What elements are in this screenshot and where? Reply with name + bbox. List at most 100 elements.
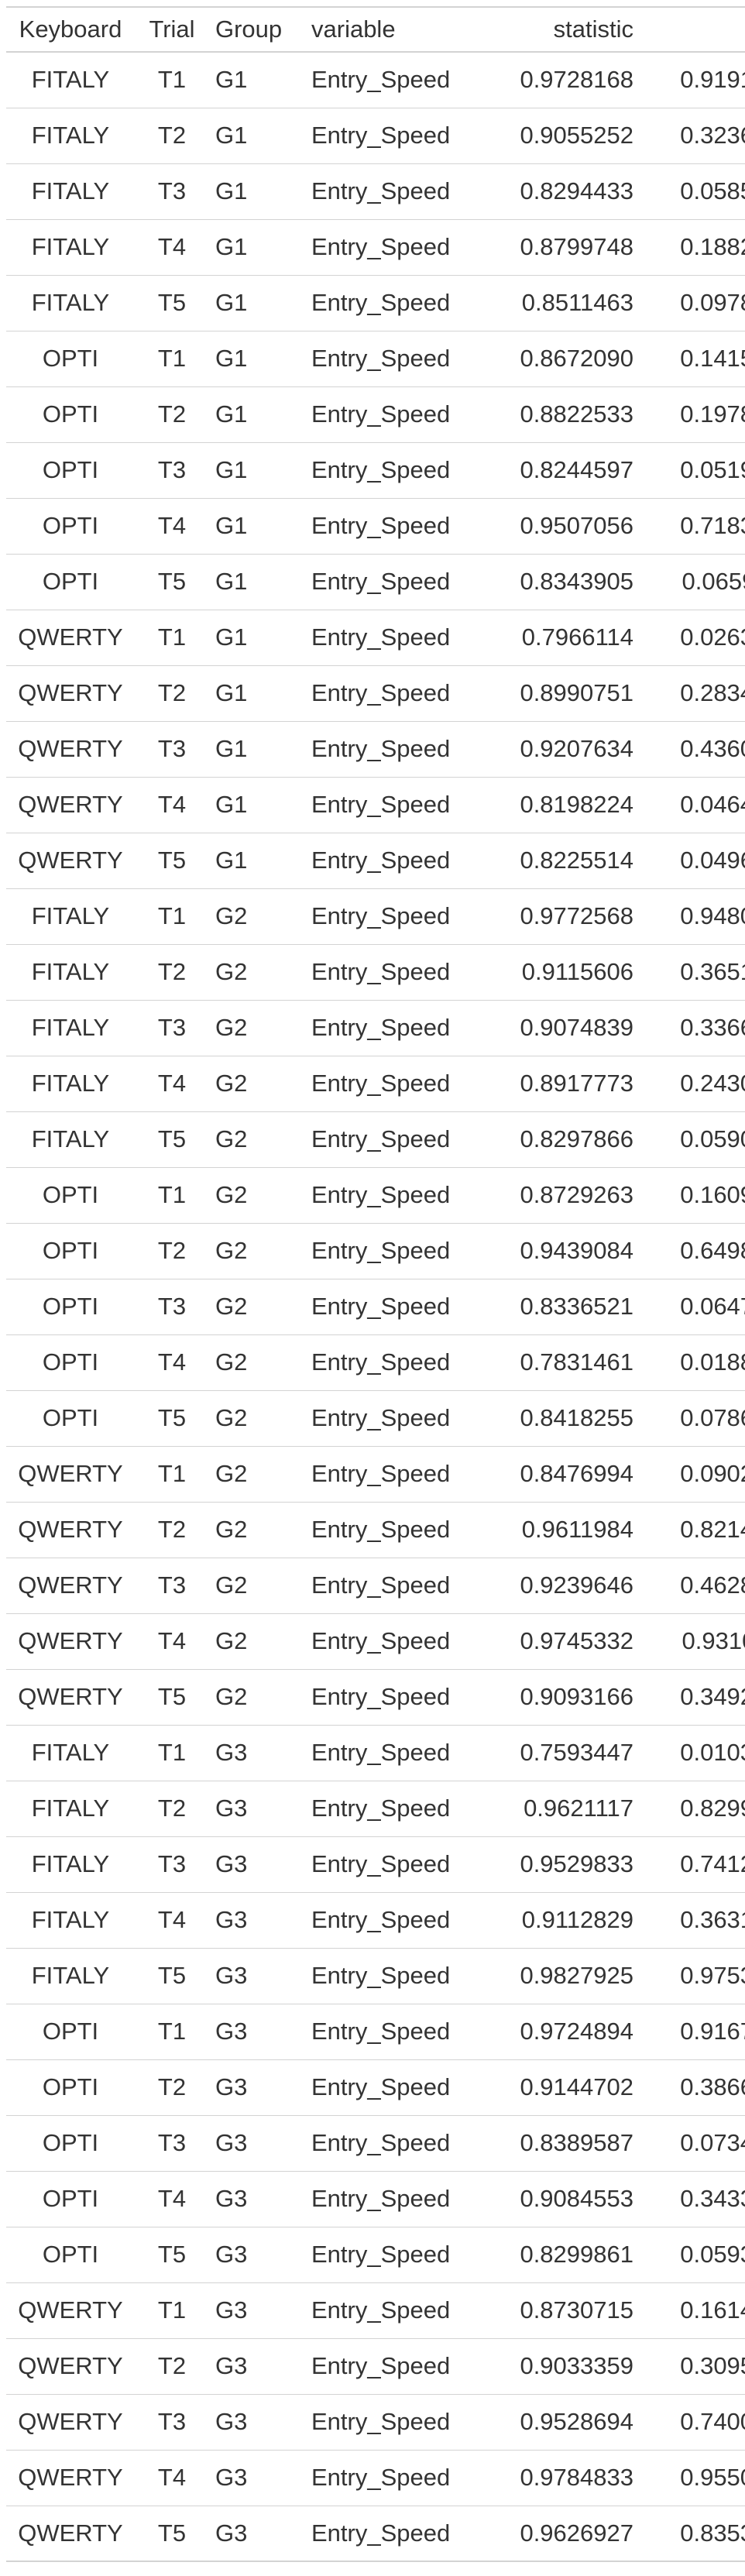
cell-statistic: 0.8225514 [472, 833, 640, 889]
cell-variable: Entry_Speed [305, 163, 472, 220]
cell-variable: Entry_Speed [305, 1223, 472, 1279]
cell-keyboard: OPTI [6, 1279, 135, 1335]
cell-group: G1 [209, 442, 305, 499]
cell-variable: Entry_Speed [305, 1669, 472, 1726]
cell-group: G2 [209, 944, 305, 1001]
cell-trial: T5 [135, 275, 209, 331]
cell-keyboard: OPTI [6, 2227, 135, 2283]
cell-p: 0.38661917 [640, 2059, 745, 2116]
cell-group: G3 [209, 2282, 305, 2339]
cell-variable: Entry_Speed [305, 2059, 472, 2116]
cell-keyboard: QWERTY [6, 2338, 135, 2395]
cell-trial: T2 [135, 1781, 209, 1837]
cell-keyboard: QWERTY [6, 2450, 135, 2506]
cell-statistic: 0.9772568 [472, 888, 640, 945]
cell-variable: Entry_Speed [305, 1056, 472, 1112]
cell-p: 0.09028340 [640, 1446, 745, 1503]
cell-group: G3 [209, 2004, 305, 2060]
cell-trial: T2 [135, 665, 209, 722]
cell-group: G1 [209, 331, 305, 387]
cell-variable: Entry_Speed [305, 2450, 472, 2506]
cell-p: 0.07348827 [640, 2115, 745, 2172]
cell-trial: T5 [135, 2227, 209, 2283]
cell-group: G2 [209, 1390, 305, 1447]
cell-group: G1 [209, 275, 305, 331]
cell-statistic: 0.9239646 [472, 1558, 640, 1614]
column-header-variable: variable [305, 6, 472, 53]
cell-statistic: 0.8389587 [472, 2115, 640, 2172]
cell-trial: T1 [135, 52, 209, 108]
cell-group: G2 [209, 1000, 305, 1056]
cell-statistic: 0.7593447 [472, 1725, 640, 1781]
cell-group: G1 [209, 554, 305, 610]
cell-group: G2 [209, 1558, 305, 1614]
cell-group: G3 [209, 2059, 305, 2116]
cell-keyboard: FITALY [6, 52, 135, 108]
cell-statistic: 0.8476994 [472, 1446, 640, 1503]
cell-variable: Entry_Speed [305, 1613, 472, 1670]
cell-group: G3 [209, 1948, 305, 2004]
cell-group: G1 [209, 777, 305, 833]
cell-trial: T3 [135, 1279, 209, 1335]
cell-group: G1 [209, 833, 305, 889]
cell-p: 0.93101163 [640, 1613, 745, 1670]
cell-trial: T5 [135, 554, 209, 610]
cell-variable: Entry_Speed [305, 498, 472, 555]
cell-p: 0.09784860 [640, 275, 745, 331]
cell-group: G1 [209, 721, 305, 778]
column-header-statistic: statistic [472, 6, 640, 53]
cell-statistic: 0.8729263 [472, 1167, 640, 1224]
cell-trial: T4 [135, 1056, 209, 1112]
cell-keyboard: QWERTY [6, 1558, 135, 1614]
cell-p: 0.94807953 [640, 888, 745, 945]
column-header-group: Group [209, 6, 305, 53]
cell-p: 0.83532560 [640, 2506, 745, 2562]
cell-statistic: 0.9528694 [472, 2394, 640, 2451]
cell-group: G2 [209, 1279, 305, 1335]
results-table-container: Keyboard Trial Group variable statistic … [6, 6, 745, 2562]
cell-p: 0.19787824 [640, 386, 745, 443]
cell-p: 0.97538267 [640, 1948, 745, 2004]
cell-statistic: 0.8917773 [472, 1056, 640, 1112]
cell-p: 0.01035624 [640, 1725, 745, 1781]
cell-trial: T2 [135, 944, 209, 1001]
cell-statistic: 0.8799748 [472, 219, 640, 276]
cell-p: 0.06478094 [640, 1279, 745, 1335]
cell-p: 0.36318644 [640, 1892, 745, 1949]
cell-trial: T5 [135, 1669, 209, 1726]
cell-keyboard: FITALY [6, 1781, 135, 1837]
cell-statistic: 0.9033359 [472, 2338, 640, 2395]
cell-trial: T4 [135, 1334, 209, 1391]
cell-group: G2 [209, 1502, 305, 1558]
cell-trial: T3 [135, 163, 209, 220]
cell-p: 0.74009605 [640, 2394, 745, 2451]
cell-keyboard: OPTI [6, 498, 135, 555]
cell-statistic: 0.8822533 [472, 386, 640, 443]
cell-trial: T1 [135, 610, 209, 666]
cell-trial: T3 [135, 1000, 209, 1056]
cell-p: 0.46285091 [640, 1558, 745, 1614]
cell-group: G2 [209, 1167, 305, 1224]
cell-variable: Entry_Speed [305, 833, 472, 889]
cell-variable: Entry_Speed [305, 331, 472, 387]
cell-trial: T4 [135, 1613, 209, 1670]
cell-group: G1 [209, 163, 305, 220]
cell-keyboard: FITALY [6, 1056, 135, 1112]
cell-trial: T1 [135, 2282, 209, 2339]
cell-group: G3 [209, 2171, 305, 2227]
cell-keyboard: FITALY [6, 1725, 135, 1781]
